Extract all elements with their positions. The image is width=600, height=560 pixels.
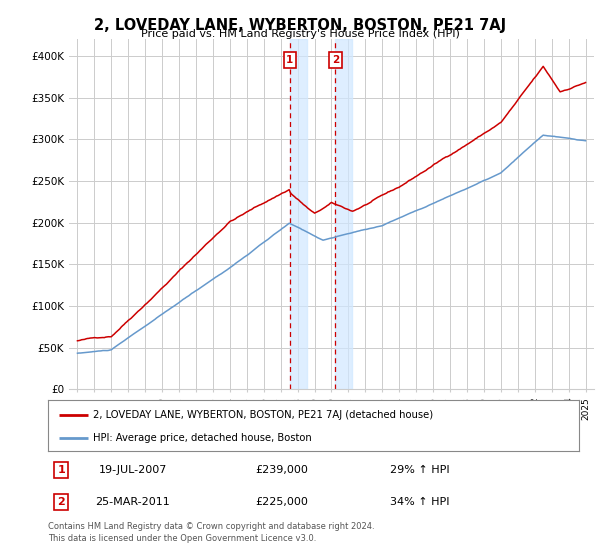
Text: 1: 1 [286,55,293,65]
Text: 34% ↑ HPI: 34% ↑ HPI [390,497,449,507]
Text: 29% ↑ HPI: 29% ↑ HPI [390,465,449,475]
Text: HPI: Average price, detached house, Boston: HPI: Average price, detached house, Bost… [93,433,312,443]
Text: 25-MAR-2011: 25-MAR-2011 [95,497,170,507]
Text: 2, LOVEDAY LANE, WYBERTON, BOSTON, PE21 7AJ (detached house): 2, LOVEDAY LANE, WYBERTON, BOSTON, PE21 … [93,409,433,419]
Text: 2, LOVEDAY LANE, WYBERTON, BOSTON, PE21 7AJ: 2, LOVEDAY LANE, WYBERTON, BOSTON, PE21 … [94,18,506,33]
Text: 1: 1 [58,465,65,475]
Text: Contains HM Land Registry data © Crown copyright and database right 2024.
This d: Contains HM Land Registry data © Crown c… [48,522,374,543]
Text: Price paid vs. HM Land Registry's House Price Index (HPI): Price paid vs. HM Land Registry's House … [140,29,460,39]
Text: 19-JUL-2007: 19-JUL-2007 [99,465,167,475]
Text: 2: 2 [332,55,339,65]
Bar [290,39,307,389]
Text: £225,000: £225,000 [255,497,308,507]
Text: £239,000: £239,000 [255,465,308,475]
Bar [335,39,352,389]
Text: 2: 2 [58,497,65,507]
